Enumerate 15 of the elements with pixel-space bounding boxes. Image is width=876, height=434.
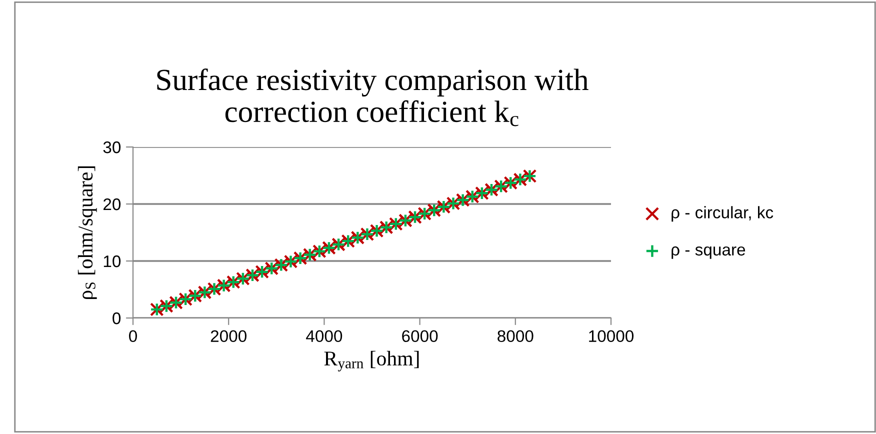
x-tick-label: 6000 xyxy=(402,330,438,342)
y-axis-title: ρ$_{S}$ [ohm/square] xyxy=(78,166,97,299)
y-tick-label: 30 xyxy=(103,141,121,154)
x-axis-title: R$_{yarn}$ [ohm] xyxy=(324,350,419,372)
y-tick-label: 10 xyxy=(104,255,121,268)
x-tick-label: 0 xyxy=(129,330,137,342)
legend-label: ρ - square xyxy=(672,246,746,259)
legend-label: ρ - circular, kc xyxy=(672,206,774,222)
chart-title: Surface resistivity comparison with correction coefficient k$_{c}$ xyxy=(157,68,588,126)
x-tick-label: 10000 xyxy=(589,330,634,342)
x-tick-label: 8000 xyxy=(498,330,534,342)
y-tick-label: 20 xyxy=(103,198,121,210)
x-tick-label: 2000 xyxy=(210,330,246,342)
x-tick-label: 4000 xyxy=(306,330,342,342)
y-tick-label: 0 xyxy=(112,312,121,324)
